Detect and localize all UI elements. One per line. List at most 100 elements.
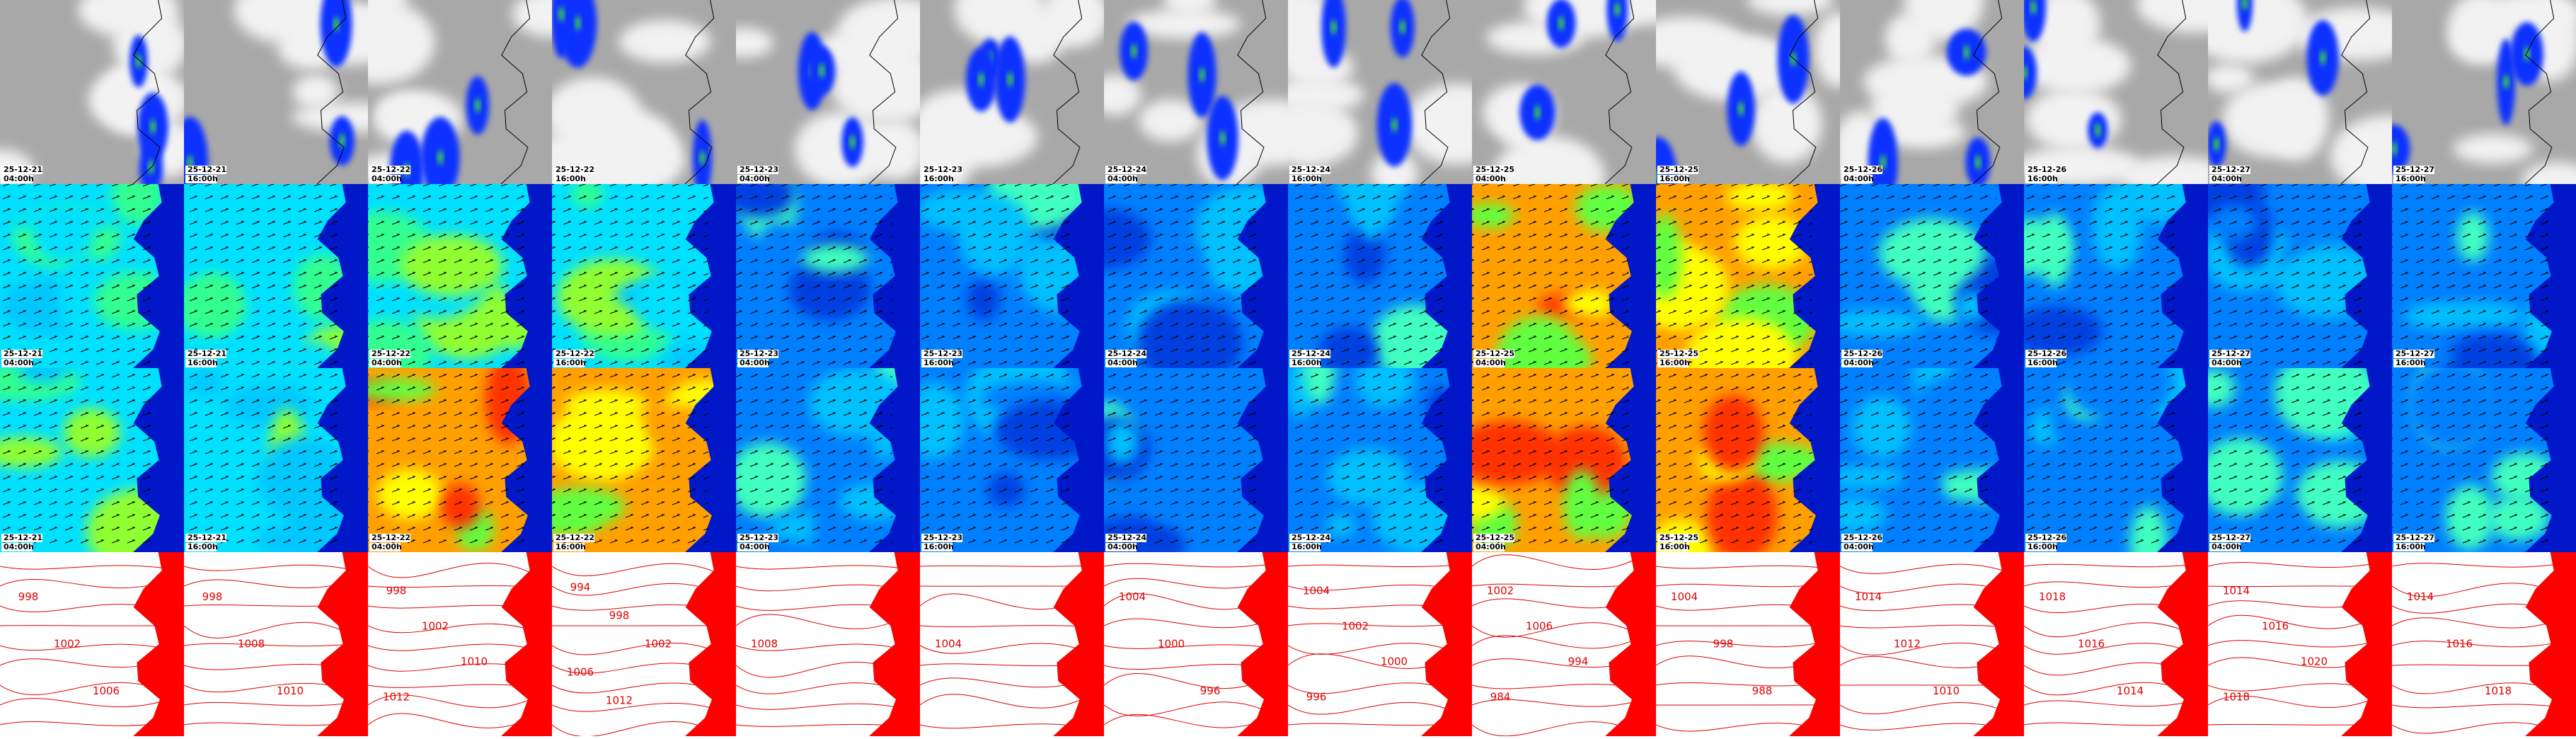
- time-label: 04:00h: [740, 358, 770, 367]
- isobar-label: 1016: [2078, 638, 2105, 651]
- wind-arrows: [368, 368, 524, 552]
- time-label: 04:00h: [372, 174, 402, 183]
- date-label: 25-12-26: [1844, 533, 1882, 542]
- precip-core: [2030, 0, 2036, 14]
- wind-arrows: [1104, 368, 1260, 552]
- time-label: 16:00h: [188, 358, 218, 367]
- isobar-label: 1012: [1894, 638, 1921, 651]
- isobar-label: 1018: [2039, 590, 2066, 603]
- precip-core: [1391, 118, 1397, 132]
- precip-core: [558, 7, 564, 21]
- map-panel: [2191, 349, 2392, 552]
- wind-arrows: [1472, 368, 1628, 552]
- time-label: 16:00h: [1292, 542, 1322, 551]
- cloud: [293, 74, 338, 109]
- date-label: 25-12-24: [1108, 349, 1146, 358]
- cloud: [2453, 134, 2533, 164]
- time-label: 16:00h: [2028, 542, 2058, 551]
- date-label: 25-12-27: [2212, 349, 2250, 358]
- precip-core: [2214, 137, 2219, 151]
- time-label: 04:00h: [1108, 174, 1138, 183]
- time-label: 04:00h: [740, 542, 770, 551]
- isobar-label: 1004: [935, 638, 962, 651]
- precip-core: [1964, 45, 1970, 59]
- isobar-label: 998: [1713, 638, 1734, 651]
- wind-arrows: [2392, 184, 2548, 368]
- date-label: 25-12-21: [4, 533, 42, 542]
- map-panel: [1840, 552, 2024, 736]
- isobar-label: 1008: [238, 638, 265, 651]
- map-panel: [1628, 0, 1861, 216]
- precip-core: [1331, 21, 1337, 35]
- isobar-label: 1006: [567, 666, 594, 679]
- date-label: 25-12-26: [1844, 165, 1882, 174]
- wind-arrows: [920, 368, 1076, 552]
- wind-arrows: [920, 184, 1076, 368]
- isobar-label: 1000: [1381, 655, 1408, 668]
- wind-arrows: [368, 184, 524, 368]
- wind-arrows: [1472, 184, 1628, 368]
- isobar-label: 998: [18, 590, 39, 603]
- date-label: 25-12-23: [740, 165, 778, 174]
- wind-arrows: [2208, 368, 2364, 552]
- isobar-label: 1010: [461, 655, 488, 668]
- time-label: 16:00h: [924, 542, 954, 551]
- precip-core: [978, 72, 984, 86]
- time-label: 16:00h: [1292, 174, 1322, 183]
- precip-core: [333, 17, 339, 31]
- isobar-label: 1000: [1158, 638, 1185, 651]
- time-label: 04:00h: [1476, 358, 1506, 367]
- time-label: 16:00h: [2396, 358, 2426, 367]
- isobar-label: 994: [570, 581, 591, 594]
- isobar-label: 998: [386, 585, 407, 597]
- map-panel: [184, 552, 368, 736]
- precip-core: [1220, 131, 1226, 145]
- time-label: 16:00h: [556, 174, 586, 183]
- date-label: 25-12-23: [924, 533, 962, 542]
- map-panel: [552, 181, 736, 378]
- time-label: 16:00h: [1292, 358, 1322, 367]
- time-label: 04:00h: [2212, 542, 2242, 551]
- precip-core: [1007, 72, 1013, 86]
- map-panel: [1656, 552, 1840, 736]
- map-panel: [714, 0, 952, 188]
- date-label: 25-12-23: [740, 533, 778, 542]
- isobar-label: 1004: [1303, 585, 1330, 597]
- time-label: 04:00h: [1844, 542, 1874, 551]
- cloud: [1885, 13, 1936, 66]
- date-label: 25-12-22: [372, 349, 410, 358]
- precip-core: [1534, 105, 1540, 120]
- date-label: 25-12-26: [1844, 349, 1882, 358]
- map-panel: [337, 356, 552, 552]
- date-label: 25-12-24: [1292, 349, 1330, 358]
- wind-arrows: [1656, 368, 1812, 552]
- time-label: 16:00h: [924, 358, 954, 367]
- precip-core: [1614, 2, 1620, 16]
- wind-arrows: [1840, 368, 1996, 552]
- date-label: 25-12-21: [4, 165, 42, 174]
- time-label: 16:00h: [556, 542, 586, 551]
- isobar-label: 1002: [1487, 585, 1514, 597]
- isobar-label: 994: [1568, 655, 1589, 668]
- time-label: 04:00h: [1476, 174, 1506, 183]
- time-label: 04:00h: [1108, 358, 1138, 367]
- date-label: 25-12-21: [4, 349, 42, 358]
- date-label: 25-12-21: [188, 165, 226, 174]
- time-label: 04:00h: [4, 358, 34, 367]
- isobar-label: 1004: [1119, 590, 1146, 603]
- wind-arrows: [1104, 184, 1260, 368]
- cloud: [619, 20, 711, 62]
- wind-arrows: [184, 368, 340, 552]
- precip-core: [850, 135, 856, 149]
- precip-core: [437, 150, 443, 164]
- date-label: 25-12-22: [372, 165, 410, 174]
- date-label: 25-12-22: [556, 349, 594, 358]
- precip-core: [1400, 20, 1405, 34]
- map-panel: [1288, 552, 1472, 736]
- precip-core: [2095, 123, 2100, 137]
- time-label: 16:00h: [924, 174, 954, 183]
- map-panel: [2188, 159, 2392, 368]
- time-label: 04:00h: [740, 174, 770, 183]
- map-panel: [0, 164, 184, 368]
